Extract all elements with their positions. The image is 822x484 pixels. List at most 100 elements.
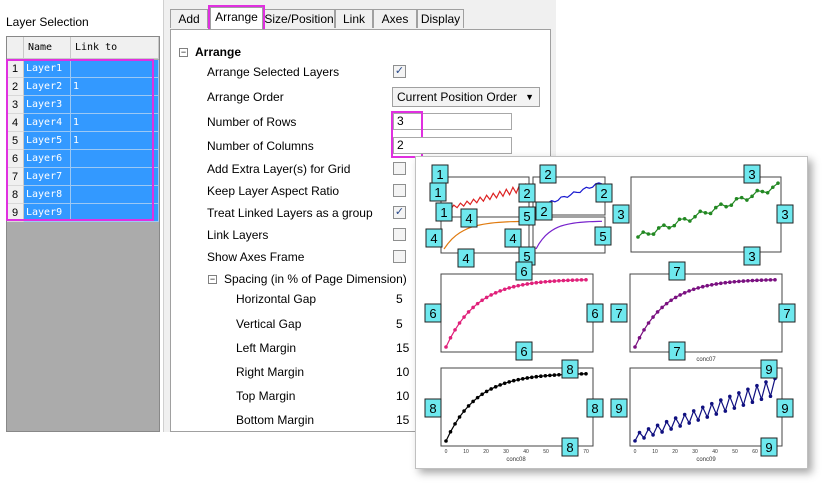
layer-3-badge-label: 3 <box>617 207 624 222</box>
layer-row[interactable]: 2 Layer2 1 <box>7 78 159 96</box>
layer-name-cell[interactable]: Layer6 <box>24 150 71 168</box>
layer-name-cell[interactable]: Layer5 <box>24 132 71 150</box>
tab-link[interactable]: Link <box>335 9 373 28</box>
number-of-rows-label: Number of Rows <box>207 115 297 129</box>
layer-7-badge-label: 7 <box>615 306 622 321</box>
link-to-cell[interactable] <box>71 168 159 186</box>
column-header-link[interactable]: Link to <box>71 37 159 59</box>
arrange-order-value: Current Position Order <box>397 90 518 104</box>
layer-9-axis-title: conc09 <box>696 457 716 463</box>
layer-6-series-point <box>489 293 493 297</box>
row-number[interactable]: 2 <box>7 78 24 96</box>
tab-axes[interactable]: Axes <box>373 9 417 28</box>
treat-linked-label: Treat Linked Layers as a group <box>207 206 373 220</box>
right-margin-value[interactable]: 10 <box>396 365 410 379</box>
layer-7-series-point <box>750 278 755 283</box>
top-margin-value[interactable]: 10 <box>396 389 410 403</box>
layer-row[interactable]: 8 Layer8 <box>7 186 159 204</box>
row-number[interactable]: 8 <box>7 186 24 204</box>
row-number[interactable]: 7 <box>7 168 24 186</box>
layer-7-series-point <box>705 283 710 288</box>
layer-3-series-point <box>667 225 671 230</box>
row-number[interactable]: 9 <box>7 204 24 222</box>
layer-9-tick-label: 0 <box>634 449 637 455</box>
layer-name-cell[interactable]: Layer9 <box>24 204 71 222</box>
layer-name-cell[interactable]: Layer2 <box>24 78 71 96</box>
tab-arrange[interactable]: Arrange <box>210 7 263 29</box>
layer-5-badge-label: 5 <box>599 229 606 244</box>
layer-name-cell[interactable]: Layer8 <box>24 186 71 204</box>
collapse-spacing-icon[interactable]: − <box>208 274 217 284</box>
collapse-arrange-icon[interactable]: − <box>179 47 188 57</box>
layer-row[interactable]: 6 Layer6 <box>7 150 159 168</box>
layer-row[interactable]: 7 Layer7 <box>7 168 159 186</box>
tab-add[interactable]: Add <box>170 9 208 28</box>
arrange-order-select[interactable]: Current Position Order ▼ <box>392 87 540 107</box>
layer-8-series-point <box>457 415 462 419</box>
layer-8-badge <box>586 398 604 418</box>
row-number[interactable]: 1 <box>7 60 24 78</box>
graph-canvas: conc07010203040506070conc080102030405060… <box>424 164 796 463</box>
layer-6-series-point <box>525 282 530 286</box>
link-to-cell[interactable] <box>71 186 159 204</box>
link-to-cell[interactable]: 1 <box>71 78 159 96</box>
layer-7-series-point <box>723 280 728 285</box>
layer-7-badge <box>668 341 686 361</box>
arrange-selected-layers-checkbox[interactable]: ✓ <box>393 65 406 78</box>
add-extra-layers-checkbox[interactable] <box>393 162 406 175</box>
layer-row[interactable]: 5 Layer5 1 <box>7 132 159 150</box>
link-to-cell[interactable]: 1 <box>71 132 159 150</box>
layer-6-badge-label: 6 <box>429 306 436 321</box>
horizontal-gap-value[interactable]: 5 <box>396 292 403 306</box>
row-number[interactable]: 4 <box>7 114 24 132</box>
layer-8-axis-title: conc08 <box>506 457 526 463</box>
layer-6-series-point <box>507 286 512 290</box>
layer-9-series-point <box>705 415 710 419</box>
tab-display[interactable]: Display <box>417 9 464 28</box>
layer-3-series-point <box>765 190 770 195</box>
number-of-columns-input[interactable]: 2 <box>393 137 512 154</box>
layer-7-series-point <box>642 328 646 332</box>
layer-1-badge-label: 1 <box>436 167 443 182</box>
show-axes-frame-checkbox[interactable] <box>393 250 406 263</box>
treat-linked-checkbox[interactable]: ✓ <box>393 206 406 219</box>
layer-6-series-point <box>548 279 552 284</box>
row-number[interactable]: 6 <box>7 150 24 168</box>
layer-5-series <box>535 220 603 250</box>
vertical-gap-value[interactable]: 5 <box>396 317 403 331</box>
layer-1-badge <box>429 182 447 202</box>
row-number[interactable]: 3 <box>7 96 24 114</box>
link-to-cell[interactable] <box>71 204 159 222</box>
tab-size-position[interactable]: Size/Position <box>263 9 335 28</box>
link-to-cell[interactable] <box>71 60 159 78</box>
layer-2-badge <box>535 201 553 221</box>
link-to-cell[interactable] <box>71 96 159 114</box>
keep-aspect-checkbox[interactable] <box>393 184 406 197</box>
layer-7-series-point <box>687 289 691 293</box>
layer-name-cell[interactable]: Layer3 <box>24 96 71 114</box>
layer-8-series-point <box>579 372 584 376</box>
layer-5-badge <box>518 206 536 226</box>
link-to-cell[interactable] <box>71 150 159 168</box>
bottom-margin-value[interactable]: 15 <box>396 413 410 427</box>
layer-row[interactable]: 1 Layer1 <box>7 60 159 78</box>
layer-row[interactable]: 9 Layer9 <box>7 204 159 222</box>
link-layers-checkbox[interactable] <box>393 228 406 241</box>
layer-4-series <box>443 220 527 250</box>
row-number[interactable]: 5 <box>7 132 24 150</box>
layer-name-cell[interactable]: Layer1 <box>24 60 71 78</box>
layer-6-series-point <box>579 278 584 282</box>
layer-row[interactable]: 4 Layer4 1 <box>7 114 159 132</box>
layer-9-series-point <box>673 416 678 420</box>
layer-row[interactable]: 3 Layer3 <box>7 96 159 114</box>
layer-6-series-point <box>566 278 570 283</box>
layer-3-series-point <box>641 230 645 234</box>
layer-7-series-point <box>633 345 637 349</box>
link-to-cell[interactable]: 1 <box>71 114 159 132</box>
left-margin-value[interactable]: 15 <box>396 341 410 355</box>
column-header-name[interactable]: Name <box>24 37 71 59</box>
layer-name-cell[interactable]: Layer4 <box>24 114 71 132</box>
layer-3-series-point <box>698 209 703 214</box>
graph-window[interactable]: conc07010203040506070conc080102030405060… <box>415 156 808 469</box>
layer-name-cell[interactable]: Layer7 <box>24 168 71 186</box>
